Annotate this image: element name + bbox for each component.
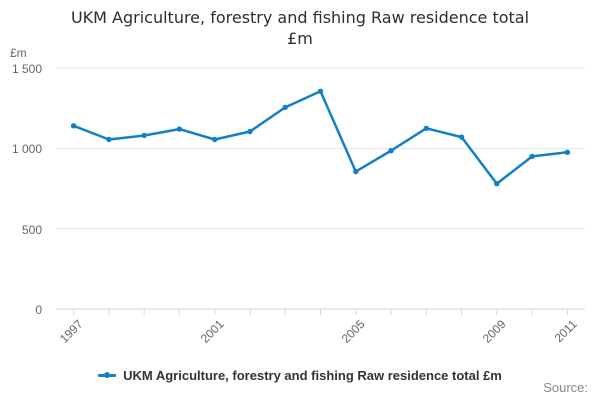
y-axis-unit-label: £m — [10, 46, 27, 60]
series-marker — [388, 148, 394, 154]
legend-dot-icon — [104, 372, 111, 378]
series-marker — [423, 125, 429, 131]
series-marker — [317, 88, 324, 95]
series-marker — [529, 153, 535, 160]
source-label: Source: — [543, 380, 588, 395]
series-marker — [458, 134, 465, 140]
chart-title: UKM Agriculture, forestry and fishing Ra… — [0, 7, 600, 49]
series-marker — [212, 136, 218, 143]
series-marker — [141, 132, 147, 139]
legend-item[interactable]: UKM Agriculture, forestry and fishing Ra… — [0, 366, 600, 384]
chart-title-line1: UKM Agriculture, forestry and fishing Ra… — [70, 8, 530, 27]
series-marker — [494, 181, 500, 187]
series-marker — [106, 136, 112, 143]
series-line — [72, 90, 569, 185]
series-marker — [564, 149, 571, 155]
series-marker — [70, 123, 77, 129]
legend-label: UKM Agriculture, forestry and fishing Ra… — [123, 367, 502, 383]
series-marker — [247, 128, 253, 135]
series-marker — [353, 168, 359, 175]
legend-line-marker-icon — [98, 370, 117, 380]
chart-title-line2: £m — [287, 29, 313, 48]
series-marker — [176, 126, 183, 132]
series-marker — [282, 104, 288, 111]
